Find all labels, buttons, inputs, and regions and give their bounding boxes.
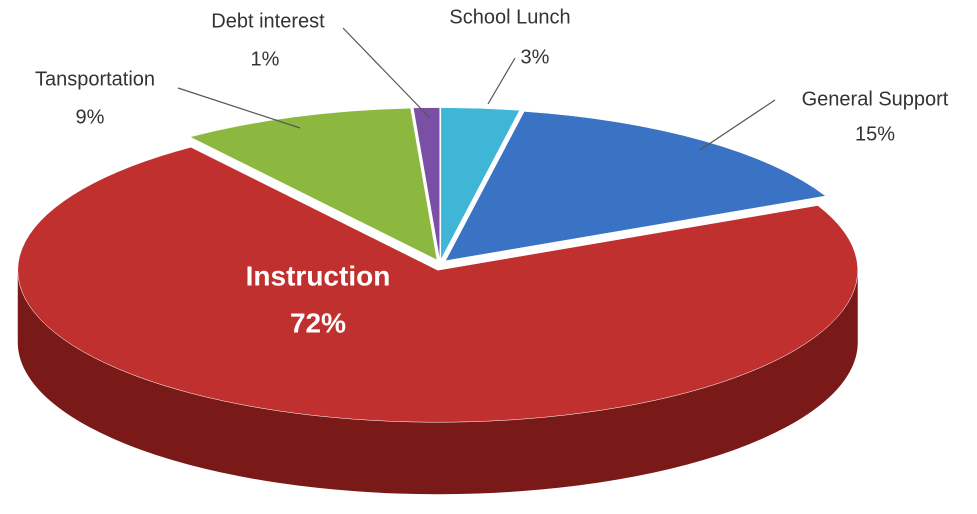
slice-label: Debt interest (211, 10, 325, 32)
slice-label: Tansportation (35, 68, 155, 90)
pie-slice (189, 107, 438, 261)
pie-slice (17, 146, 859, 423)
pie-slice (445, 111, 827, 262)
slice-value-label: 3% (521, 46, 550, 68)
slice-label: General Support (802, 88, 949, 110)
slice-value-label: 72% (290, 307, 346, 338)
leader-line (699, 99, 776, 151)
slice-value-label: 15% (855, 123, 895, 145)
leader-line (487, 57, 516, 105)
slice-value-label: 9% (76, 106, 105, 128)
slice-side (17, 270, 858, 495)
pie-slice (440, 107, 520, 260)
leader-line (342, 27, 431, 119)
slice-label: School Lunch (449, 6, 570, 28)
leader-line (177, 87, 301, 129)
pie-slice (413, 107, 440, 260)
slice-label: Instruction (246, 260, 391, 291)
slice-value-label: 1% (251, 48, 280, 70)
